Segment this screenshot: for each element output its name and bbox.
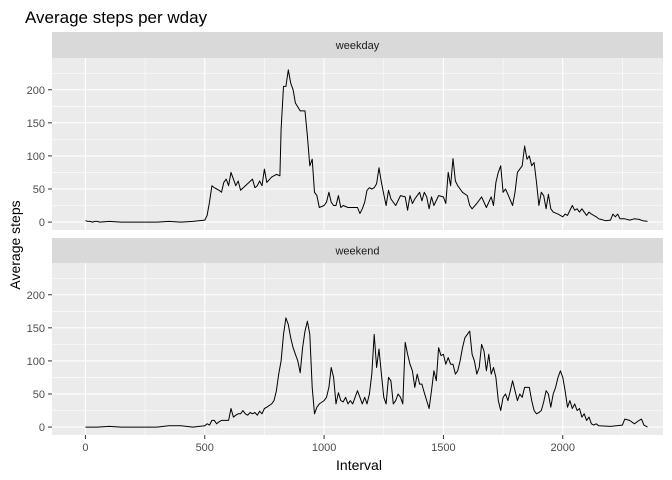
y-tick-label: 100 — [27, 356, 45, 368]
panel-background — [52, 263, 663, 435]
y-tick-label: 200 — [27, 290, 45, 302]
y-tick-label: 0 — [39, 217, 45, 229]
facet-panel-weekend: weekend 0 50 100 150 200 — [27, 238, 663, 435]
chart-title: Average steps per wday — [25, 8, 208, 27]
x-tick-label: 1000 — [312, 442, 336, 454]
facet-strip — [52, 32, 663, 58]
facet-strip-label: weekend — [334, 246, 379, 258]
facet-strip-label: weekday — [335, 40, 380, 52]
y-tick-label: 100 — [27, 151, 45, 163]
facet-panel-weekday: weekday 0 50 100 150 200 — [27, 32, 663, 230]
y-tick-label: 0 — [39, 422, 45, 434]
y-tick-label: 200 — [27, 85, 45, 97]
y-axis-title: Average steps — [7, 200, 23, 289]
facet-strip — [52, 238, 663, 263]
series-line-weekend — [85, 317, 648, 428]
x-axis: 0 500 1000 1500 2000 — [82, 435, 575, 454]
x-tick-label: 0 — [82, 442, 88, 454]
x-axis-title: Interval — [336, 457, 382, 473]
x-tick-label: 1500 — [431, 442, 455, 454]
x-tick-label: 2000 — [551, 442, 575, 454]
panel-background — [52, 58, 663, 230]
y-tick-label: 50 — [33, 389, 45, 401]
y-tick-label: 150 — [27, 118, 45, 130]
facet-panels: weekday 0 50 100 150 200 weekend 0 50 100 150 200 — [27, 32, 663, 435]
y-tick-label: 50 — [33, 184, 45, 196]
y-tick-label: 150 — [27, 323, 45, 335]
series-line-weekday — [85, 69, 648, 223]
x-tick-label: 500 — [196, 442, 214, 454]
